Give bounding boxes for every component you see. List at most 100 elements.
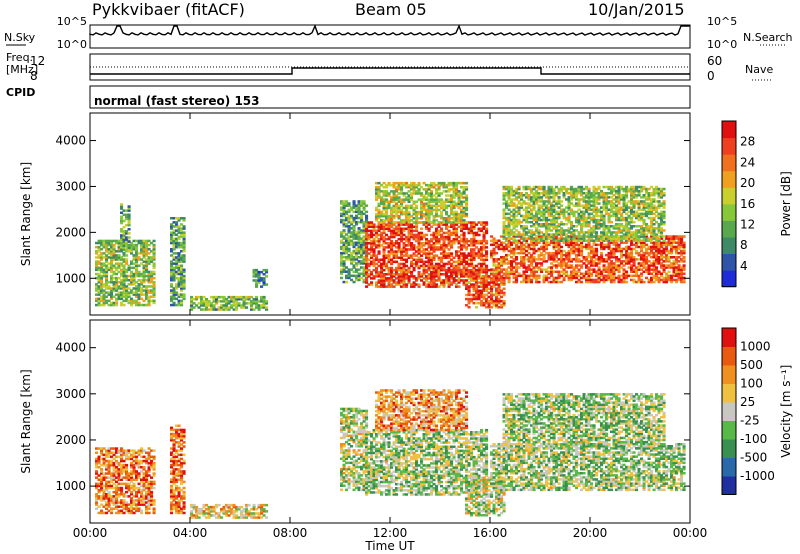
echo-cell [135, 274, 139, 278]
echo-cell [655, 270, 659, 273]
echo-cell [495, 243, 499, 247]
echo-cell [447, 217, 451, 220]
echo-cell [342, 223, 346, 226]
echo-cell [110, 245, 114, 249]
echo-cell [127, 293, 131, 296]
echo-cell [435, 248, 439, 251]
echo-cell [550, 270, 554, 273]
echo-cell [470, 239, 474, 243]
echo-cell [380, 227, 384, 230]
echo-cell [135, 291, 139, 294]
echo-cell [125, 230, 129, 233]
echo-cell [117, 291, 121, 294]
echo-cell [487, 281, 491, 284]
echo-cell [485, 279, 489, 282]
echo-cell [400, 235, 404, 239]
echo-cell [132, 279, 136, 282]
echo-cell [427, 266, 431, 270]
echo-cell [442, 242, 446, 245]
echo-cell [610, 241, 614, 244]
echo-cell [557, 270, 561, 273]
echo-cell [132, 266, 136, 270]
echo-cell [422, 235, 426, 239]
echo-cell [550, 266, 554, 269]
echo-cell [382, 250, 386, 253]
echo-cell [385, 200, 389, 203]
echo-cell [630, 256, 634, 259]
echo-cell [375, 186, 379, 189]
echo-cell [147, 303, 151, 307]
echo-cell [662, 243, 666, 247]
echo-cell [402, 270, 406, 274]
echo-cell [452, 227, 456, 230]
echo-cell [562, 262, 566, 265]
echo-cell [125, 236, 129, 239]
echo-cell [492, 258, 496, 261]
echo-cell [105, 291, 109, 294]
echo-cell [457, 277, 461, 280]
echo-cell [125, 209, 129, 212]
echo-cell [427, 223, 431, 226]
echo-cell [207, 302, 211, 305]
echo-cell [507, 198, 511, 201]
echo-cell [670, 241, 674, 244]
echo-cell [447, 252, 451, 255]
echo-cell [472, 242, 476, 245]
echo-cell [645, 262, 649, 265]
echo-cell [445, 183, 449, 187]
echo-cell [467, 301, 471, 305]
echo-cell [675, 245, 679, 249]
echo-cell [455, 214, 459, 218]
echo-cell [512, 253, 516, 257]
echo-cell [127, 301, 131, 305]
echo-cell [560, 204, 564, 207]
echo-cell [660, 251, 664, 255]
echo-cell [417, 210, 421, 214]
echo-cell [457, 268, 461, 272]
echo-cell [682, 256, 686, 259]
echo-cell [562, 272, 566, 275]
echo-cell [380, 210, 384, 214]
echo-cell [212, 298, 216, 301]
echo-cell [435, 279, 439, 282]
echo-cell [677, 237, 681, 240]
echo-cell [115, 279, 119, 282]
echo-cell [612, 278, 616, 282]
echo-cell [170, 289, 174, 292]
echo-cell [450, 252, 454, 255]
echo-cell [527, 256, 531, 259]
echo-cell [517, 274, 521, 278]
echo-cell [192, 302, 196, 305]
echo-cell [590, 249, 594, 253]
echo-cell [395, 250, 399, 253]
echo-cell [445, 244, 449, 247]
echo-cell [500, 245, 504, 249]
echo-cell [120, 281, 124, 284]
echo-cell [175, 272, 179, 276]
echo-cell [402, 254, 406, 257]
echo-cell [492, 264, 496, 267]
echo-cell [347, 237, 351, 240]
echo-cell [437, 198, 441, 201]
echo-cell [257, 281, 261, 284]
echo-cell [395, 233, 399, 237]
echo-cell [465, 262, 469, 266]
echo-cell [630, 264, 634, 267]
echo-cell [630, 241, 634, 244]
echo-cell [580, 272, 584, 275]
echo-cell [615, 243, 619, 247]
echo-cell [502, 245, 506, 249]
echo-cell [150, 270, 154, 274]
echo-cell [172, 237, 176, 241]
echo-cell [255, 298, 259, 301]
echo-cell [465, 279, 469, 282]
echo-cell [95, 241, 99, 245]
echo-cell [145, 245, 149, 249]
echo-cell [662, 280, 666, 284]
echo-cell [470, 258, 474, 261]
echo-cell [392, 190, 396, 193]
echo-cell [410, 256, 414, 259]
echo-cell [377, 192, 381, 195]
echo-cell [537, 253, 541, 257]
